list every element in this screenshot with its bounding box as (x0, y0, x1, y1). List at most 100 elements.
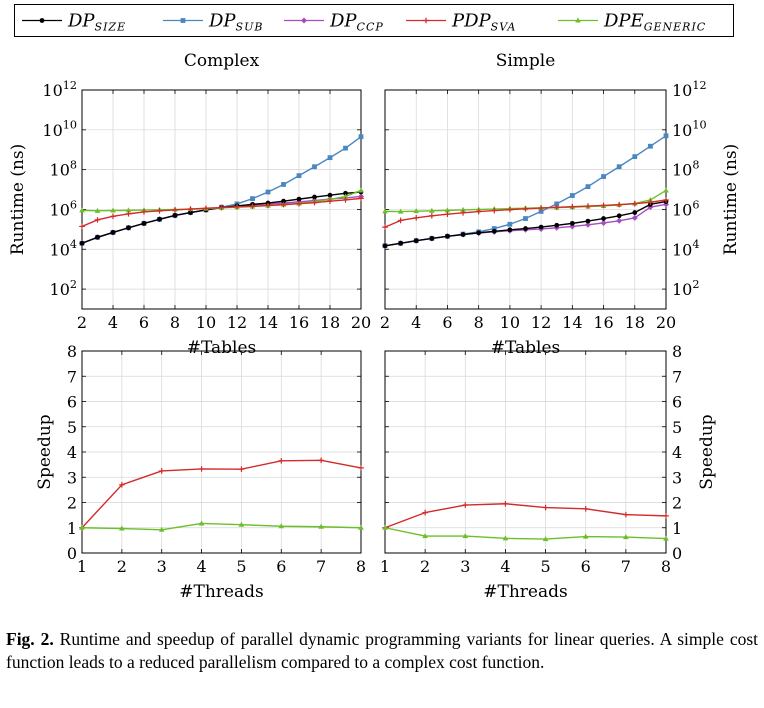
data-point (460, 206, 466, 212)
data-point (79, 207, 85, 213)
data-point (342, 193, 349, 199)
data-point (382, 224, 388, 230)
legend-entry: PDPSVA (406, 11, 516, 34)
data-series (79, 195, 364, 230)
y-tick-label: 102 (50, 278, 77, 299)
legend-label: DPSIZE (67, 11, 126, 34)
data-point (312, 194, 317, 200)
data-point (502, 500, 509, 507)
y-tick-label: 108 (672, 158, 699, 179)
data-point (281, 198, 286, 204)
data-point (569, 203, 576, 210)
data-point (110, 230, 116, 235)
data-point (327, 192, 333, 198)
series-line (81, 136, 362, 244)
y-tick-label: 1 (672, 519, 682, 538)
data-point (397, 217, 404, 224)
data-point (413, 208, 420, 214)
data-point (312, 164, 317, 170)
data-point (582, 506, 589, 512)
y-tick-label: 104 (672, 238, 699, 259)
x-axis-label: #Threads (179, 582, 263, 602)
legend-marker (575, 17, 581, 23)
y-tick-label: 0 (672, 544, 682, 563)
legend-marker (180, 18, 186, 23)
data-point (616, 201, 622, 208)
data-point (265, 189, 271, 195)
x-tick-label: 8 (356, 557, 366, 576)
data-point (585, 203, 591, 209)
data-point (79, 524, 85, 530)
data-point (554, 201, 560, 207)
legend-box (14, 4, 734, 37)
x-tick-label: 7 (621, 557, 631, 576)
data-point (265, 202, 271, 209)
data-point (445, 233, 450, 239)
data-point (343, 145, 348, 151)
data-point (422, 509, 428, 516)
data-point (507, 221, 513, 227)
data-point (250, 196, 255, 202)
y-tick-label: 0 (67, 544, 77, 563)
y-tick-label: 108 (50, 158, 77, 179)
legend-label: DPCCP (329, 11, 384, 34)
data-point (343, 190, 348, 196)
data-point (358, 134, 364, 140)
legend-label: PDPSVA (451, 11, 516, 34)
data-point (582, 533, 589, 539)
chart-panel: 2 4 6 8 10 12 14 16 18 2010210410610810101012Simp… (380, 51, 741, 358)
x-tick-label: 16 (593, 313, 613, 332)
data-point (358, 187, 364, 193)
data-point (542, 536, 549, 542)
data-point (663, 535, 669, 541)
data-point (631, 214, 638, 221)
data-point (234, 204, 240, 210)
x-tick-label: 12 (227, 313, 247, 332)
y-tick-label: 106 (50, 198, 77, 219)
y-tick-label: 8 (67, 342, 77, 361)
data-point (278, 523, 285, 529)
data-point (522, 205, 529, 212)
legend-entry: DPSIZE (22, 11, 126, 34)
x-tick-label: 4 (411, 313, 421, 332)
data-point (462, 533, 469, 539)
data-point (538, 205, 544, 211)
x-tick-label: 4 (108, 313, 118, 332)
data-point (616, 217, 623, 224)
x-tick-label: 20 (656, 313, 676, 332)
y-tick-label: 106 (672, 198, 699, 219)
tick-marks (384, 350, 667, 554)
data-point (156, 208, 163, 214)
data-point (318, 523, 324, 529)
x-tick-label: 14 (258, 313, 278, 332)
x-tick-label: 10 (196, 313, 216, 332)
data-point (600, 219, 607, 226)
grid (384, 89, 667, 309)
data-point (632, 154, 638, 160)
data-point (278, 458, 285, 464)
data-point (95, 234, 100, 240)
data-point (358, 524, 364, 530)
data-point (141, 220, 147, 226)
legend-label: DPEGENERIC (603, 11, 706, 34)
plot-frame (384, 89, 667, 310)
data-point (280, 201, 287, 208)
data-point (460, 232, 466, 237)
x-tick-label: 5 (540, 557, 550, 576)
x-tick-label: 16 (289, 313, 309, 332)
data-point (462, 502, 469, 508)
y-axis-label: Runtime (ns) (721, 144, 741, 256)
y-tick-label: 4 (672, 443, 682, 462)
data-series (382, 199, 669, 249)
data-point (647, 199, 654, 206)
y-axis-label: Speedup (35, 414, 55, 489)
data-point (663, 513, 669, 519)
data-point (502, 535, 509, 541)
x-tick-label: 8 (474, 313, 484, 332)
data-series (382, 524, 669, 542)
x-tick-label: 14 (562, 313, 582, 332)
data-point (584, 221, 591, 228)
data-point (126, 225, 131, 231)
data-point (141, 209, 147, 215)
data-point (94, 207, 101, 213)
